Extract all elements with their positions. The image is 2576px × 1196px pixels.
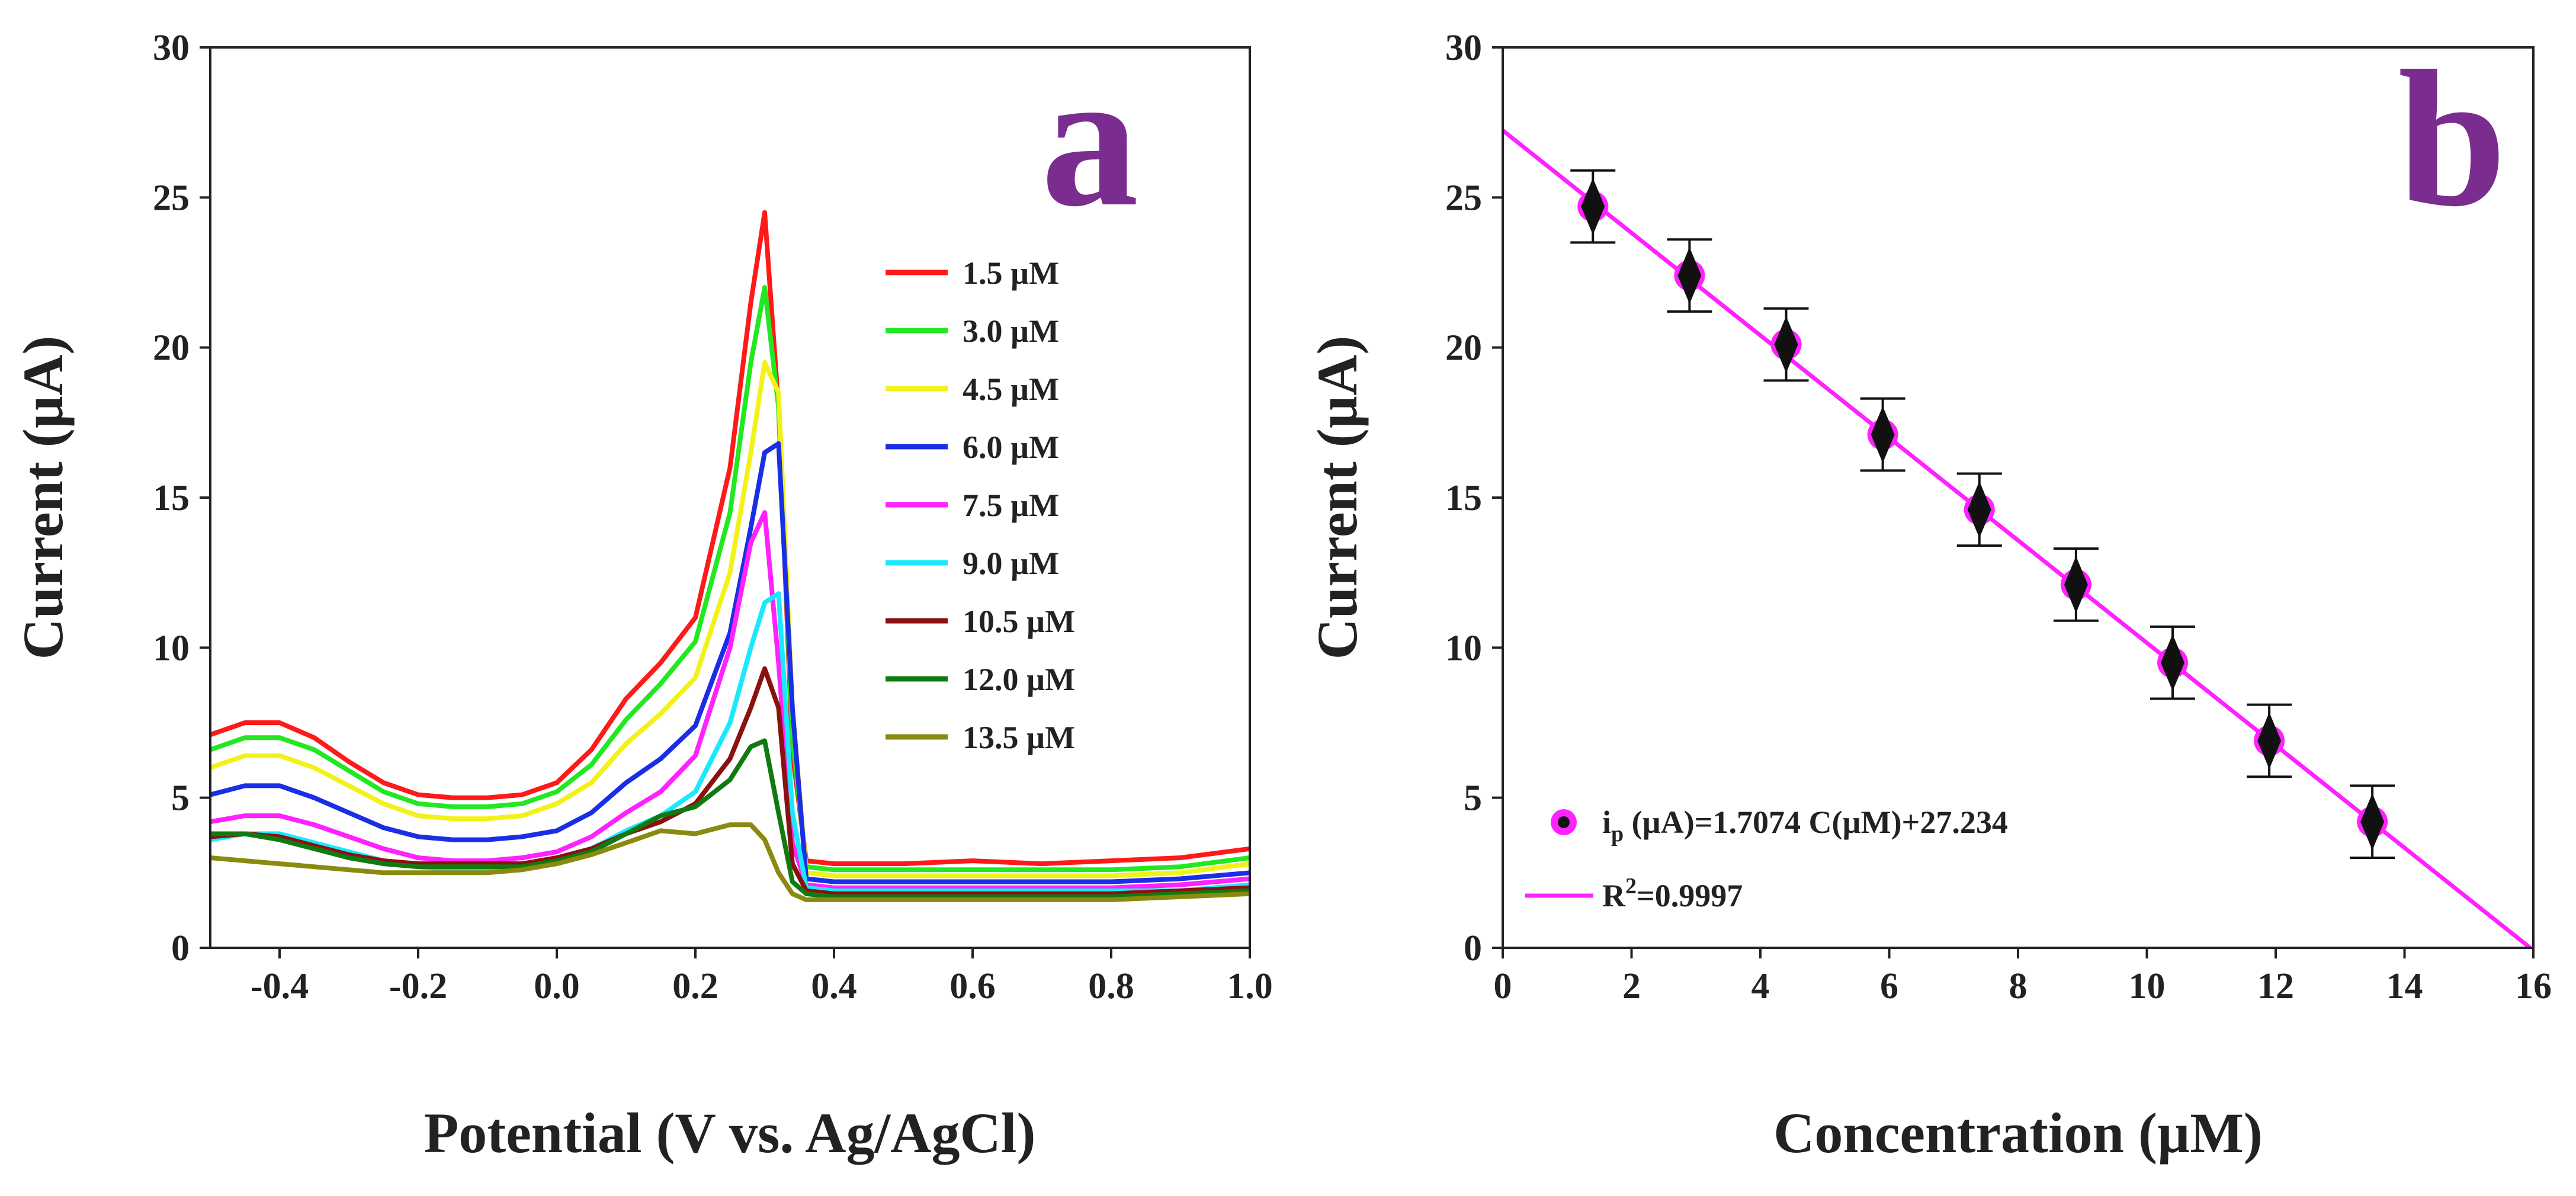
- panel-b-y-tick-label: 5: [1464, 778, 1482, 819]
- panel-a-series-line-3: [209, 360, 1250, 878]
- panel-b-data-point-marker: [1774, 316, 1798, 373]
- panel-a-legend: 1.5 µM 3.0 µM 4.5 µM 6.0 µM 7.5 µM 9.0 µM 10.5…: [886, 255, 1075, 755]
- panel-b: b 0 2 4 6 8 10 12 14 16 0 5 10 15 20 25 30 ip (µA)=1.70…: [1305, 28, 2552, 1165]
- panel-a-axis-ticks: -0.4 -0.2 0.0 0.2 0.4 0.6 0.8 1.0 0 5 10 15 20 25 30: [153, 28, 1273, 1006]
- panel-b-data-point-marker: [1581, 178, 1605, 235]
- panel-a-series-lines: [209, 210, 1250, 902]
- panel-a-y-tick-label: 30: [153, 28, 190, 68]
- panel-a-y-tick-label: 25: [153, 178, 190, 218]
- panel-a-series-line-1: [209, 210, 1250, 867]
- panel-a-x-tick-label: 0.6: [949, 966, 996, 1006]
- panel-a-legend-label-3: 4.5 µM: [963, 371, 1059, 407]
- panel-b-data-point-marker: [1967, 481, 1991, 538]
- panel-b-y-tick-label: 30: [1445, 28, 1482, 68]
- panel-b-legend: ip (µA)=1.7074 C(µM)+27.234 R2=0.9997: [1525, 804, 2008, 913]
- panel-a-legend-label-1: 1.5 µM: [963, 255, 1059, 291]
- panel-a-series-line-4: [209, 441, 1250, 884]
- panel-b-x-tick-label: 16: [2515, 966, 2552, 1006]
- panel-b-x-tick-label: 0: [1494, 966, 1512, 1006]
- panel-a-y-tick-label: 0: [171, 928, 190, 969]
- panel-a-series-line-2: [209, 285, 1250, 873]
- panel-a-legend-label-2: 3.0 µM: [963, 313, 1059, 349]
- panel-a: a -0.4 -0.2 0.0 0.2 0.4 0.6 0.8 1.0 0 5 10 15 20 25 30…: [11, 28, 1273, 1165]
- panel-a-x-tick-label: -0.4: [251, 966, 309, 1006]
- panel-b-y-axis-label: Current (µA): [1305, 336, 1369, 660]
- panel-a-y-axis-label: Current (µA): [11, 336, 75, 660]
- panel-b-y-tick-label: 0: [1464, 928, 1482, 969]
- panel-b-x-tick-label: 2: [1622, 966, 1641, 1006]
- panel-b-data-point-marker: [1871, 406, 1895, 463]
- panel-b-data-point-marker: [2064, 556, 2088, 613]
- panel-b-label: b: [2398, 31, 2507, 247]
- panel-a-series-line-9: [210, 822, 1250, 902]
- panel-a-series-line-5: [210, 510, 1250, 890]
- panel-b-data-point-marker: [2360, 793, 2385, 851]
- panel-a-x-tick-label: 0.8: [1088, 966, 1134, 1006]
- panel-b-x-tick-label: 12: [2257, 966, 2294, 1006]
- panel-b-x-axis-label: Concentration (µM): [1773, 1101, 2263, 1165]
- panel-a-y-tick-label: 15: [153, 478, 190, 518]
- panel-a-legend-label-9: 13.5 µM: [963, 720, 1075, 755]
- panel-b-x-tick-label: 8: [2009, 966, 2028, 1006]
- panel-a-legend-label-7: 10.5 µM: [963, 604, 1075, 639]
- panel-a-y-tick-label: 20: [153, 328, 190, 368]
- panel-b-legend-point-core: [1558, 816, 1570, 828]
- panel-a-x-tick-label: 0.0: [534, 966, 580, 1006]
- panel-b-fit-line-path: [1501, 129, 2532, 950]
- panel-a-x-tick-label: 0.4: [811, 966, 857, 1006]
- panel-b-x-tick-label: 6: [1880, 966, 1898, 1006]
- panel-b-axis-ticks: 0 2 4 6 8 10 12 14 16 0 5 10 15 20 25 30: [1445, 28, 2552, 1006]
- panel-b-data-point-marker: [1677, 247, 1702, 304]
- panel-b-x-tick-label: 10: [2129, 966, 2166, 1006]
- panel-a-x-tick-label: -0.2: [389, 966, 447, 1006]
- panel-b-data-point-marker: [2257, 712, 2282, 769]
- panel-b-y-tick-label: 10: [1445, 628, 1482, 668]
- panel-b-y-tick-label: 25: [1445, 178, 1482, 218]
- panel-a-legend-label-6: 9.0 µM: [963, 546, 1059, 581]
- panel-a-y-tick-label: 5: [171, 778, 190, 819]
- panel-b-legend-equation: ip (µA)=1.7074 C(µM)+27.234: [1602, 804, 2008, 847]
- panel-b-data-point-marker: [2161, 634, 2184, 691]
- panel-a-x-axis-label: Potential (V vs. Ag/AgCl): [424, 1101, 1036, 1165]
- panel-a-label: a: [1041, 31, 1139, 247]
- panel-a-x-tick-label: 1.0: [1227, 966, 1273, 1006]
- panel-b-legend-r2: R2=0.9997: [1602, 874, 1743, 913]
- panel-b-data-points: [1570, 169, 2395, 859]
- panel-a-series-line-8: [210, 738, 1250, 899]
- panel-a-legend-label-8: 12.0 µM: [963, 662, 1075, 697]
- panel-b-y-tick-label: 20: [1445, 328, 1482, 368]
- panel-b-x-tick-label: 14: [2386, 966, 2423, 1006]
- panel-a-legend-label-4: 6.0 µM: [963, 429, 1059, 465]
- panel-a-y-tick-label: 10: [153, 628, 190, 668]
- panel-a-x-tick-label: 0.2: [672, 966, 718, 1006]
- panel-b-fit-line: [1501, 129, 2532, 950]
- panel-a-legend-label-5: 7.5 µM: [963, 488, 1059, 523]
- panel-b-x-tick-label: 4: [1751, 966, 1770, 1006]
- panel-b-y-tick-label: 15: [1445, 478, 1482, 518]
